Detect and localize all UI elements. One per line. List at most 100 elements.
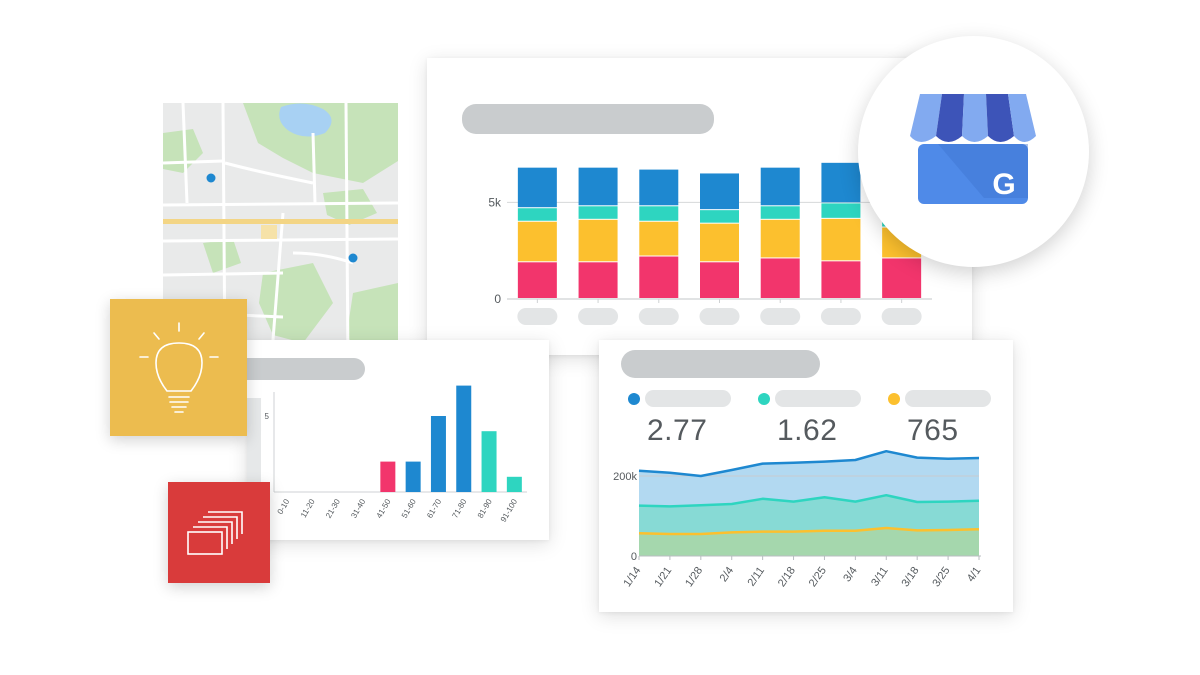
x-tick-label: 71-80 xyxy=(450,497,468,520)
y-tick-label: 0 xyxy=(631,551,637,563)
x-tick-label: 3/25 xyxy=(930,565,952,589)
x-tick-label: 2/18 xyxy=(776,565,798,589)
x-label-placeholder xyxy=(638,308,679,325)
area-chart-card: 2.77 1.62 765 0 200k 1/14 1/21 1/28 2/4 2/11 2/… xyxy=(599,340,1013,612)
bar-segment xyxy=(760,206,800,219)
histogram-chart: 050-1011-2021-3031-4041-5051-6061-7071-8… xyxy=(265,385,527,524)
reports-tile[interactable] xyxy=(168,482,270,583)
series-line xyxy=(638,526,980,536)
awning-segment xyxy=(962,94,988,142)
google-my-business-icon: G xyxy=(910,94,1036,204)
x-tick-label: 1/21 xyxy=(652,565,674,589)
map-highway-interchange xyxy=(261,225,277,239)
x-tick-label: 3/18 xyxy=(900,565,922,589)
x-label-placeholder xyxy=(699,308,740,325)
map-park xyxy=(323,189,377,225)
histogram-bar xyxy=(380,461,396,492)
area-fill xyxy=(639,528,979,556)
y-tick-label: 5 xyxy=(265,412,270,421)
x-tick-label: 91-100 xyxy=(499,497,520,524)
stacked-pages-icon xyxy=(187,511,243,555)
bar-segment xyxy=(578,219,618,262)
bar-segment xyxy=(639,221,679,256)
x-tick-label: 3/11 xyxy=(869,565,891,589)
bar-segment xyxy=(700,262,739,298)
storefront-body xyxy=(918,144,1028,204)
bar-segment xyxy=(821,218,861,261)
stacked-bar-chart: 0 5k xyxy=(488,162,932,325)
x-tick-label: 41-50 xyxy=(375,497,393,520)
histogram-card: 050-1011-2021-3031-4041-5051-6061-7071-8… xyxy=(247,340,549,540)
bar-segment xyxy=(578,206,618,219)
x-tick-label: 1/28 xyxy=(683,565,705,589)
series-3-dot xyxy=(888,393,900,405)
x-tick-label: 31-40 xyxy=(349,497,367,520)
bar-segment xyxy=(821,261,861,298)
series-2-label-placeholder xyxy=(775,390,861,407)
series-2-dot xyxy=(758,393,770,405)
metric-value-1: 2.77 xyxy=(647,414,708,447)
bar-segment xyxy=(639,256,679,298)
map-park xyxy=(203,239,241,273)
bar-segment xyxy=(639,206,679,221)
awning-segment xyxy=(1008,94,1036,142)
x-tick-label: 2/4 xyxy=(718,565,737,584)
x-tick-label: 11-20 xyxy=(299,497,317,519)
x-tick-label: 3/4 xyxy=(841,565,860,584)
awning-segment xyxy=(986,94,1014,142)
histogram-bar xyxy=(430,416,446,492)
bar-segment xyxy=(578,262,618,298)
x-tick-label: 2/25 xyxy=(807,565,829,589)
map-highway xyxy=(163,219,398,224)
map-card[interactable] xyxy=(163,103,398,365)
storefront-shadow xyxy=(938,144,1028,198)
bar-segment xyxy=(882,258,922,298)
series-3-label-placeholder xyxy=(905,390,991,407)
bar-segment xyxy=(517,262,557,298)
histogram-bar xyxy=(481,431,497,492)
bar-segment xyxy=(760,258,800,298)
bar-segment xyxy=(517,208,557,221)
map-pin[interactable] xyxy=(348,253,358,263)
map-pin[interactable] xyxy=(206,173,216,183)
histogram-bar xyxy=(456,385,472,492)
bar-segment xyxy=(760,219,800,258)
bar-segment xyxy=(517,221,557,262)
histogram-bar xyxy=(506,476,522,492)
y-tick-label: 0 xyxy=(494,292,501,306)
area-chart: 0 200k 1/14 1/21 1/28 2/4 2/11 2/18 2/25 3/4 3/11 3… xyxy=(613,449,983,589)
insights-tile[interactable] xyxy=(110,299,247,436)
x-tick-label: 2/11 xyxy=(745,565,767,589)
bar-segment xyxy=(517,167,557,208)
metric-value-2: 1.62 xyxy=(777,414,838,447)
series-1-dot xyxy=(628,393,640,405)
bar-segment xyxy=(821,203,861,218)
y-tick-label: 200k xyxy=(613,471,637,483)
x-label-placeholder xyxy=(820,308,861,325)
y-tick-label: 5k xyxy=(488,195,502,209)
x-label-placeholder xyxy=(517,308,558,325)
bar-segment xyxy=(578,167,618,206)
x-label-placeholder xyxy=(760,308,801,325)
card-title-placeholder xyxy=(247,358,365,380)
card-title-placeholder xyxy=(462,104,714,134)
series-line xyxy=(638,449,980,478)
x-tick-label: 81-90 xyxy=(476,497,494,520)
series-line xyxy=(638,493,980,508)
bar-segment xyxy=(760,167,800,206)
google-business-badge[interactable]: G xyxy=(858,36,1089,267)
x-tick-label: 0-10 xyxy=(276,497,292,516)
bar-segment xyxy=(821,162,861,203)
series-1-label-placeholder xyxy=(645,390,731,407)
x-tick-label: 1/14 xyxy=(621,565,643,589)
side-placeholder xyxy=(247,398,261,508)
x-label-placeholder xyxy=(881,308,922,325)
x-label-placeholder xyxy=(578,308,619,325)
x-tick-label: 21-30 xyxy=(324,497,342,520)
card-title-placeholder xyxy=(621,350,820,378)
map[interactable] xyxy=(163,103,398,365)
lightbulb-icon xyxy=(139,322,219,413)
bar-segment xyxy=(700,223,739,262)
histogram-bar xyxy=(405,461,421,492)
awning-segment xyxy=(936,94,964,142)
